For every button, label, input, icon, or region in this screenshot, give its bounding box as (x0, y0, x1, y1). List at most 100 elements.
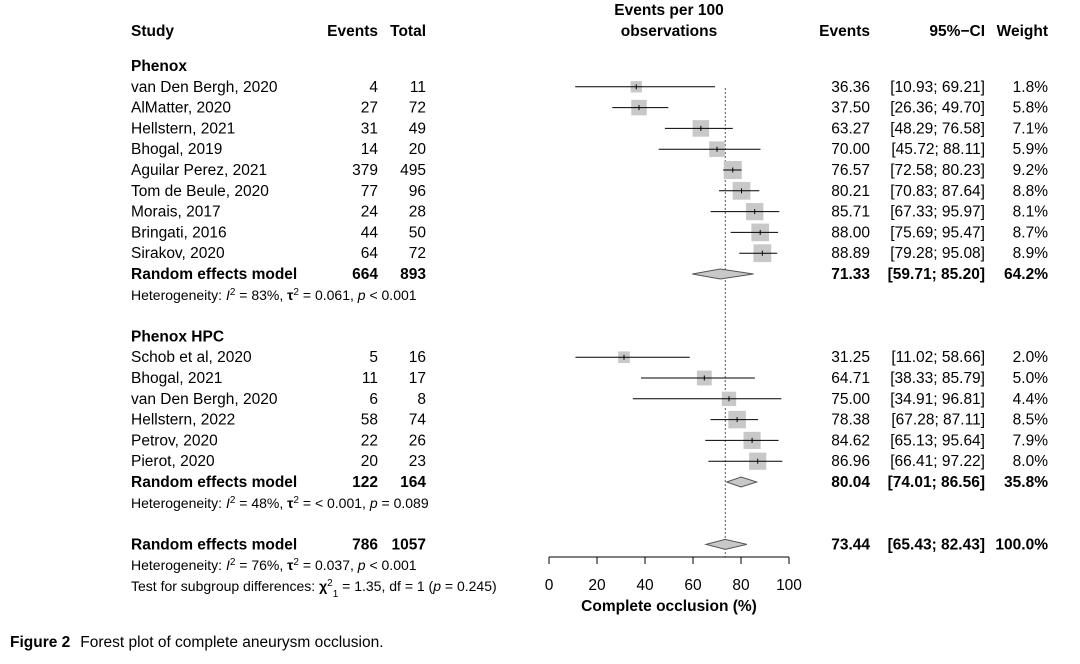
study-estimate: 75.00 (831, 391, 870, 408)
study-estimate: 70.00 (831, 141, 870, 158)
study-ci: [79.28; 95.08] (890, 245, 985, 262)
subgroup-model-label: Random effects model (131, 474, 297, 491)
subgroup-model-diamond (725, 476, 759, 488)
forest-plot: Study Events Total Events per 100 observatio… (131, 2, 1049, 615)
study-estimate: 37.50 (831, 100, 870, 117)
x-tick-label: 40 (636, 577, 654, 594)
study-total: 495 (400, 162, 426, 179)
overall-model-events: 786 (352, 536, 378, 553)
study-name: van Den Bergh, 2020 (131, 391, 278, 408)
overall-model-ci: [65.43; 82.43] (888, 536, 985, 553)
study-events: 6 (369, 391, 378, 408)
study-events: 44 (361, 224, 379, 241)
study-estimate: 31.25 (831, 349, 870, 366)
subgroup-heterogeneity: Heterogeneity: I2 = 48%, τ2 = < 0.001, p… (131, 494, 429, 511)
study-events: 64 (361, 245, 379, 262)
study-ci: [10.93; 69.21] (890, 79, 985, 96)
overall-model-label: Random effects model (131, 536, 297, 553)
study-weight: 8.1% (1013, 204, 1049, 221)
study-events: 31 (361, 120, 378, 137)
study-total: 49 (409, 120, 426, 137)
study-ci: [65.13; 95.64] (890, 432, 985, 449)
study-name: AlMatter, 2020 (131, 100, 231, 117)
study-weight: 4.4% (1013, 391, 1049, 408)
figure-caption: Figure 2 Forest plot of complete aneurysm… (10, 634, 384, 652)
group-label: Phenox (131, 58, 187, 75)
overall-model-total: 1057 (392, 536, 426, 553)
study-estimate: 63.27 (831, 120, 870, 137)
study-weight: 2.0% (1013, 349, 1049, 366)
study-name: Petrov, 2020 (131, 432, 218, 449)
study-total: 17 (409, 370, 426, 387)
study-name: Bhogal, 2021 (131, 370, 222, 387)
study-estimate: 85.71 (831, 204, 870, 221)
study-weight: 5.8% (1013, 100, 1049, 117)
study-weight: 7.1% (1013, 120, 1049, 137)
subgroup-model-label: Random effects model (131, 266, 297, 283)
subgroup-difference-test: Test for subgroup differences: χ21 = 1.3… (131, 578, 497, 600)
study-weight: 8.8% (1013, 183, 1049, 200)
subgroup-model-events: 664 (352, 266, 378, 283)
study-events: 5 (369, 349, 378, 366)
header-weight: Weight (997, 23, 1048, 40)
subgroup-model-estimate: 71.33 (831, 266, 870, 283)
study-events: 77 (361, 183, 378, 200)
study-ci: [70.83; 87.64] (890, 183, 985, 200)
study-estimate: 88.89 (831, 245, 870, 262)
study-events: 20 (361, 453, 379, 470)
study-events: 58 (361, 412, 378, 429)
header-study: Study (131, 23, 174, 40)
study-total: 11 (410, 79, 426, 96)
study-ci: [48.29; 76.58] (890, 120, 985, 137)
study-estimate: 86.96 (831, 453, 870, 470)
study-total: 8 (417, 391, 426, 408)
study-ci: [11.02; 58.66] (891, 349, 985, 366)
x-axis-label: Complete occlusion (%) (581, 598, 757, 615)
study-estimate: 80.21 (831, 183, 870, 200)
study-estimate: 88.00 (831, 224, 870, 241)
overall-model-estimate: 73.44 (831, 536, 870, 553)
header-est-events: Events (819, 23, 870, 40)
study-total: 23 (409, 453, 426, 470)
subgroup-model-diamond (692, 268, 754, 280)
study-ci: [66.41; 97.22] (890, 453, 985, 470)
study-name: van Den Bergh, 2020 (131, 79, 278, 96)
study-ci: [45.72; 88.11] (891, 141, 985, 158)
study-events: 14 (361, 141, 379, 158)
study-ci: [34.91; 96.81] (890, 391, 985, 408)
subgroup-model-events: 122 (352, 474, 378, 491)
study-events: 4 (369, 79, 378, 96)
overall-heterogeneity: Heterogeneity: I2 = 76%, τ2 = 0.037, p <… (131, 557, 417, 574)
study-total: 72 (409, 245, 426, 262)
x-tick-label: 100 (776, 577, 802, 594)
study-name: Hellstern, 2021 (131, 120, 235, 137)
header-total: Total (390, 23, 426, 40)
subgroup-model-ci: [59.71; 85.20] (888, 266, 985, 283)
header-events: Events (327, 23, 378, 40)
study-name: Schob et al, 2020 (131, 349, 252, 366)
study-ci: [67.33; 95.97] (890, 204, 985, 221)
subgroup-model-weight: 35.8% (1004, 474, 1048, 491)
study-total: 72 (409, 100, 426, 117)
study-name: Aguilar Perez, 2021 (131, 162, 267, 179)
header-plot-line2: observations (621, 23, 717, 40)
subgroup-model-total: 164 (400, 474, 426, 491)
subgroup-heterogeneity: Heterogeneity: I2 = 83%, τ2 = 0.061, p <… (131, 286, 417, 303)
study-estimate: 78.38 (831, 412, 870, 429)
study-weight: 1.8% (1013, 79, 1049, 96)
study-total: 96 (409, 183, 426, 200)
study-name: Bringati, 2016 (131, 224, 227, 241)
study-estimate: 84.62 (831, 432, 870, 449)
study-ci: [75.69; 95.47] (890, 224, 985, 241)
study-weight: 5.9% (1013, 141, 1049, 158)
study-total: 74 (409, 412, 427, 429)
study-total: 26 (409, 432, 426, 449)
x-tick-label: 20 (588, 577, 606, 594)
study-estimate: 36.36 (831, 79, 870, 96)
study-name: Morais, 2017 (131, 204, 221, 221)
study-weight: 5.0% (1013, 370, 1049, 387)
study-events: 379 (352, 162, 378, 179)
subgroup-model-total: 893 (400, 266, 426, 283)
subgroup-model-ci: [74.01; 86.56] (888, 474, 985, 491)
study-weight: 8.5% (1013, 412, 1049, 429)
